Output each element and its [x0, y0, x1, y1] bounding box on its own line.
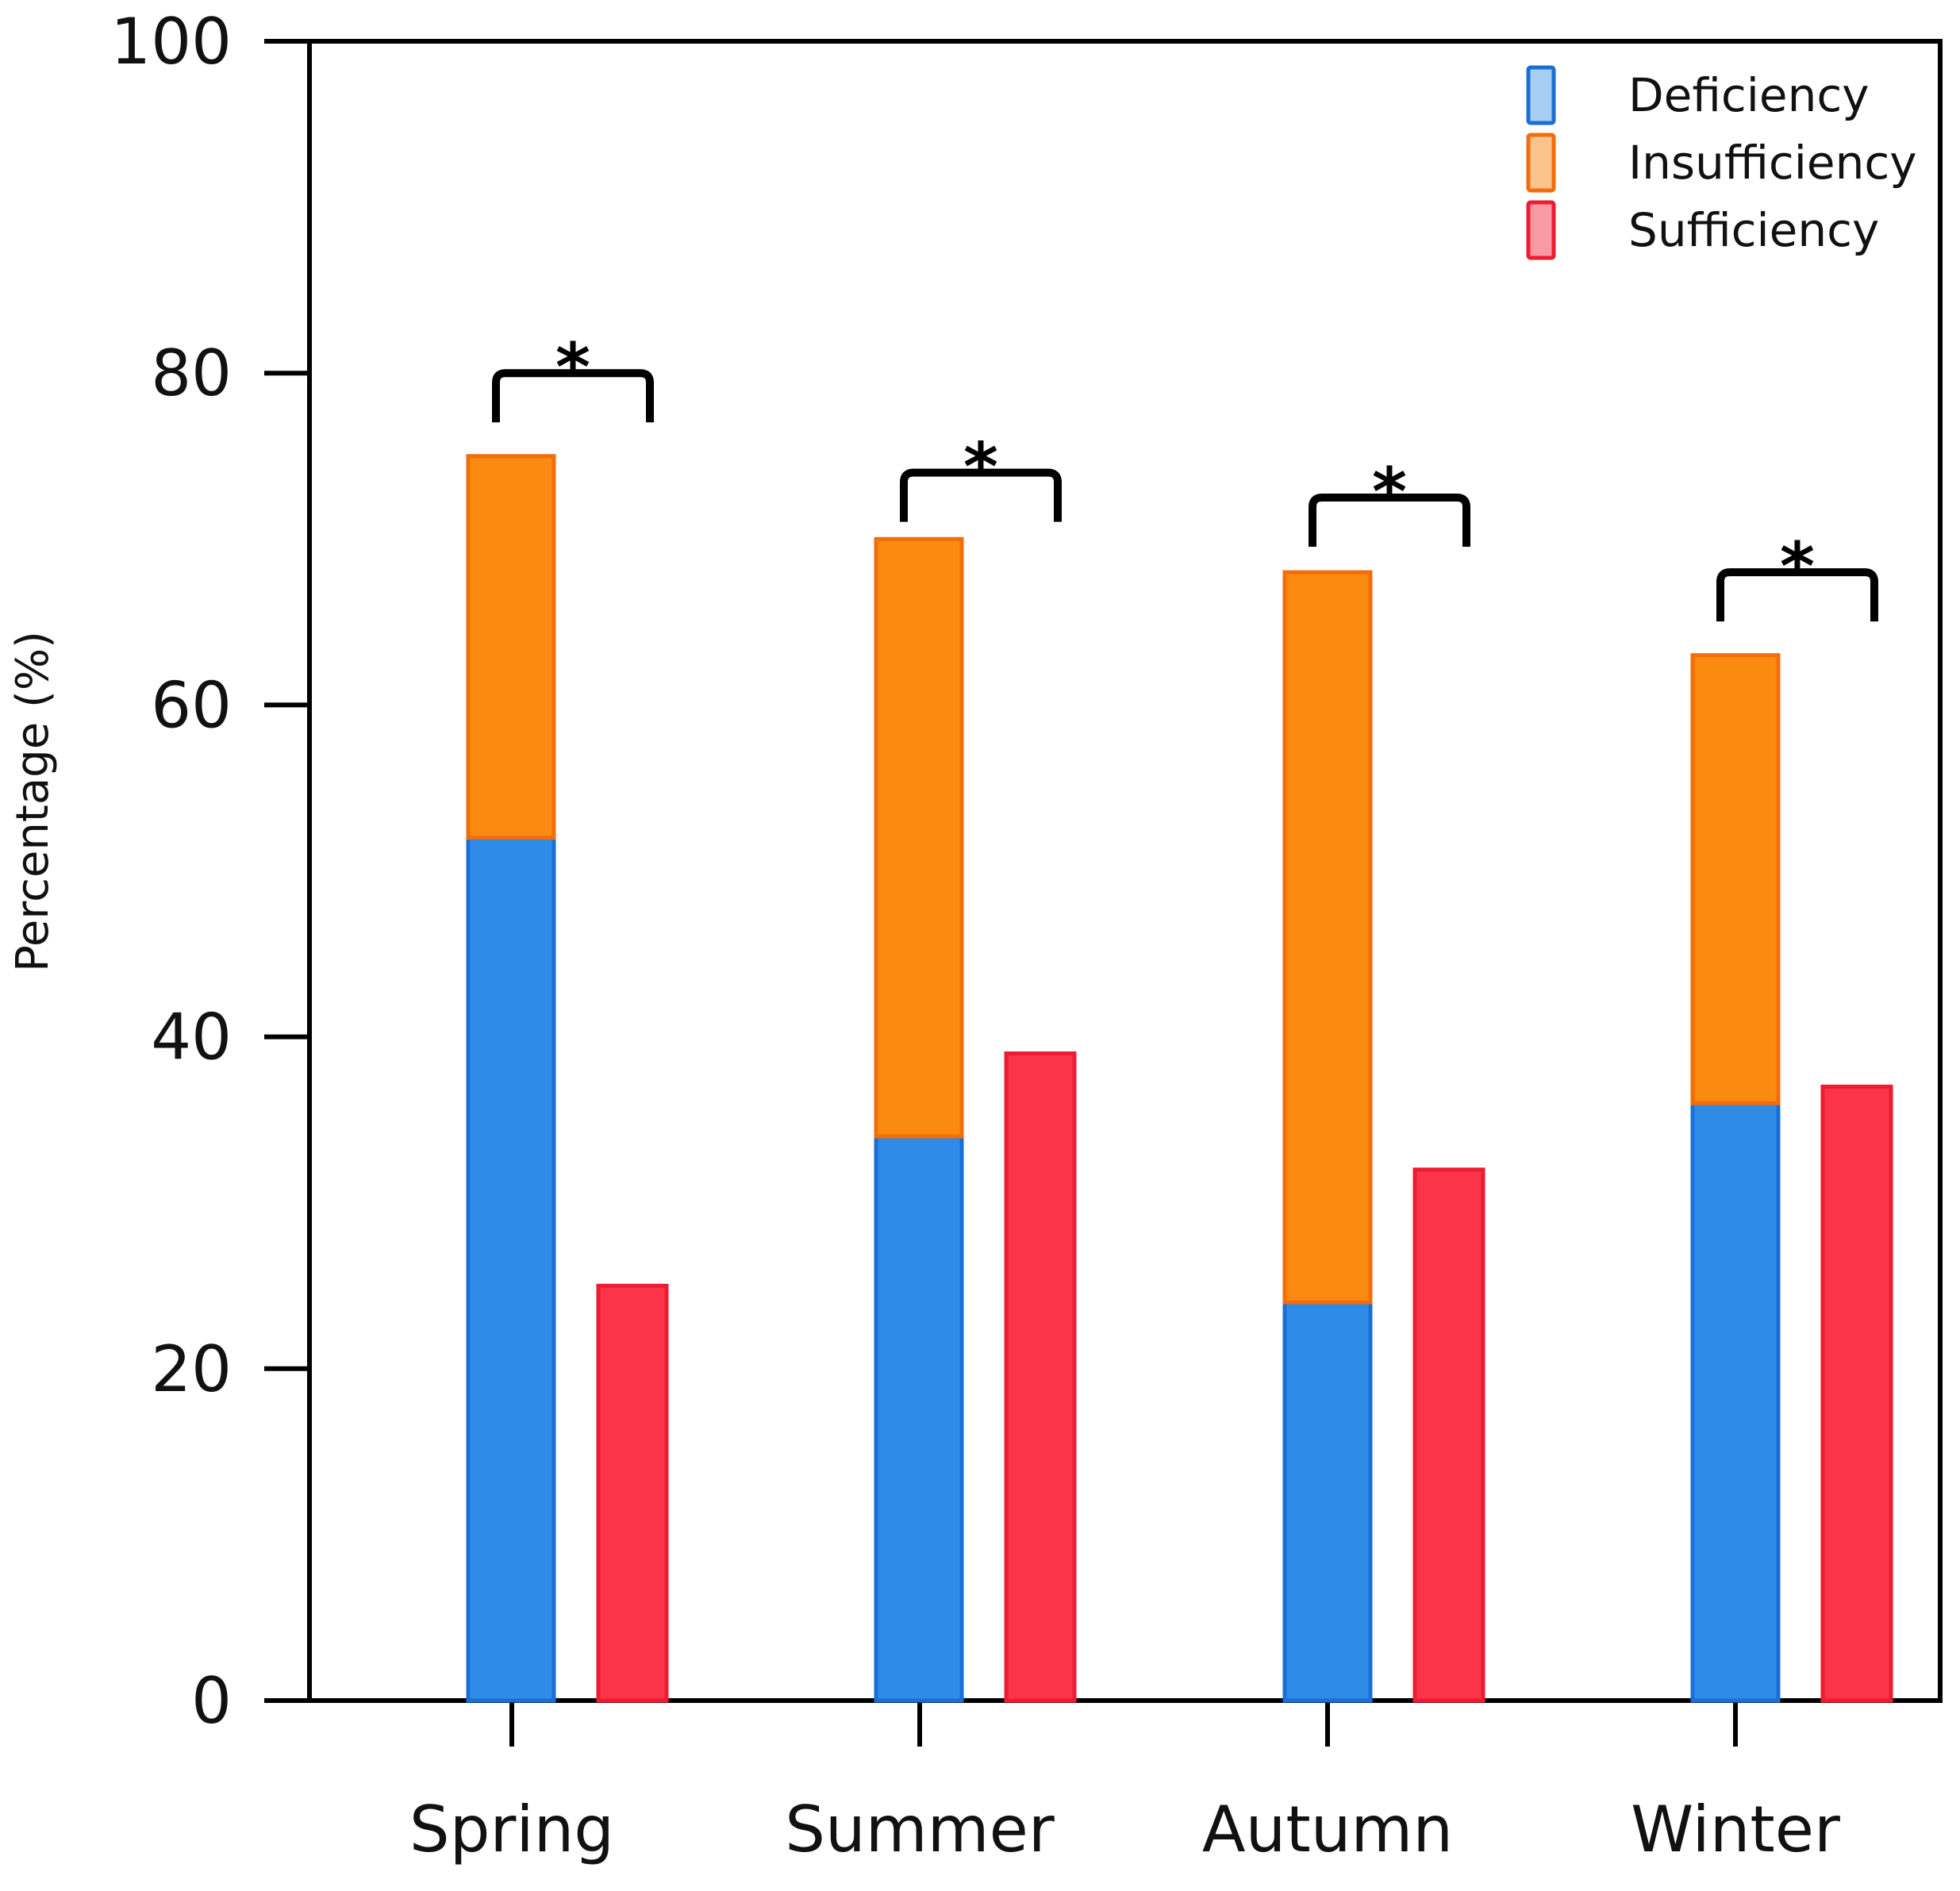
x-tick-label: Spring	[409, 1793, 614, 1866]
significance-annotations: * * * *	[492, 329, 1878, 622]
significance-star: *	[963, 429, 998, 506]
bar-sufficiency	[1412, 1167, 1485, 1703]
bar-insufficiency	[466, 454, 556, 840]
x-tick-label: Autumn	[1202, 1793, 1453, 1866]
bar-insufficiency	[1282, 570, 1373, 1305]
significance-bracket	[492, 369, 654, 423]
legend-label: Insufficiency	[1628, 136, 1917, 190]
bar-deficiency	[874, 1134, 964, 1703]
legend-swatch	[1526, 133, 1556, 193]
bar-insufficiency	[874, 536, 964, 1139]
y-tick-label: 60	[151, 668, 232, 742]
legend: Deficiency Insufficiency Sufficiency	[1526, 65, 1917, 260]
y-tick-label: 0	[191, 1664, 232, 1738]
plot-frame	[307, 39, 1943, 1703]
bar-deficiency	[1282, 1300, 1373, 1703]
y-tick-label: 20	[151, 1332, 232, 1406]
significance-bracket	[900, 468, 1062, 522]
legend-label: Sufficiency	[1628, 203, 1879, 257]
bar-insufficiency	[1690, 653, 1781, 1105]
x-tick-label: Winter	[1631, 1793, 1840, 1866]
significance-star: *	[1780, 528, 1815, 605]
significance-star: *	[1372, 453, 1407, 531]
y-tick-label: 40	[151, 1001, 232, 1074]
bar-sufficiency	[1004, 1051, 1077, 1703]
significance-bracket	[1716, 568, 1878, 622]
legend-swatch	[1526, 65, 1556, 125]
legend-label: Deficiency	[1628, 68, 1870, 122]
bar-deficiency	[1690, 1101, 1781, 1703]
x-tick-label: Summer	[785, 1793, 1055, 1866]
legend-swatch	[1526, 200, 1556, 260]
bar-sufficiency	[596, 1283, 669, 1703]
y-axis: 0 20 40 60 80 100	[110, 5, 309, 1738]
y-axis-title: Percentage (%)	[7, 631, 59, 972]
bar-deficiency	[466, 836, 556, 1703]
plot-border	[307, 39, 1943, 1703]
significance-bracket	[1309, 494, 1470, 548]
bars	[466, 454, 1893, 1703]
significance-star: *	[555, 329, 590, 406]
x-axis: Spring Summer Autumn Winter	[409, 1701, 1840, 1866]
bar-sufficiency	[1820, 1084, 1893, 1703]
y-tick-label: 100	[110, 5, 232, 79]
y-tick-label: 80	[151, 336, 232, 410]
